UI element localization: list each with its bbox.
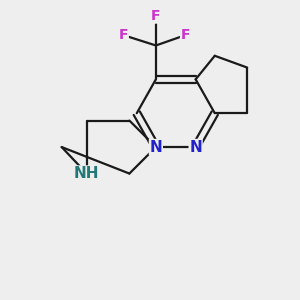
Text: N: N: [149, 140, 162, 154]
Text: N: N: [189, 140, 202, 154]
Text: NH: NH: [74, 166, 99, 181]
Text: F: F: [181, 28, 190, 42]
Text: F: F: [119, 28, 128, 42]
Text: F: F: [151, 9, 160, 23]
